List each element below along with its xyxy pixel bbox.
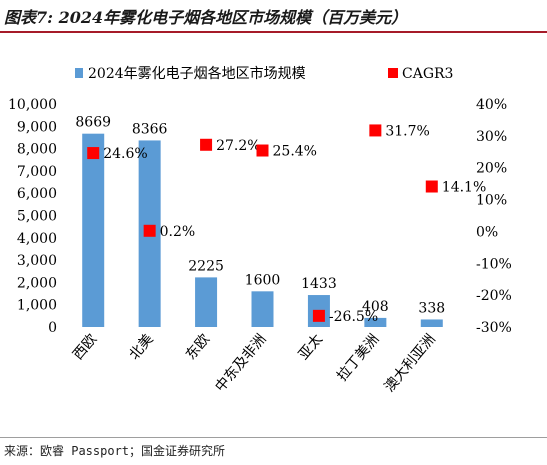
y2-tick-label: 30% (476, 129, 507, 145)
y-tick-label: 9,000 (17, 119, 57, 135)
cagr-value-label: 0.2% (160, 224, 196, 240)
bar (195, 277, 218, 327)
bar (251, 291, 274, 327)
x-tick-label: 拉丁美洲 (334, 331, 382, 384)
cagr-marker (369, 124, 382, 137)
legend-swatch-bars (75, 68, 83, 78)
cagr-value-label: 24.6% (103, 146, 147, 162)
y-tick-label: 7,000 (17, 164, 57, 180)
bar-value-label: 338 (418, 300, 445, 316)
x-tick-label: 东欧 (183, 331, 213, 363)
source-note: 来源：欧睿 Passport；国金证券研究所 (4, 444, 226, 458)
chart: 2024年雾化电子烟各地区市场规模 CAGR3 0 1,000 2,000 3,000 4… (8, 65, 512, 395)
cagr-value-label: 31.7% (385, 123, 429, 139)
cagr-marker (200, 138, 213, 151)
cagr-value-label: 14.1% (442, 180, 486, 196)
y-tick-label: 5,000 (17, 209, 57, 225)
y-tick-label: 10,000 (8, 97, 57, 113)
cagr-value-label: -26.5% (329, 309, 378, 325)
y2-tick-label: -10% (476, 256, 512, 272)
cagr-series: 24.6% 0.2% 27.2% 25.4% -26.5% 31.7% 14.1% (87, 123, 486, 325)
x-axis: 西欧 北美 东欧 中东及非洲 亚太 拉丁美洲 澳大利亚洲 (70, 331, 439, 395)
y-tick-label: 4,000 (17, 231, 57, 247)
legend-label-cagr: CAGR3 (402, 66, 453, 82)
chart-title: 图表7: 2024年雾化电子烟各地区市场规模（百万美元） (4, 8, 408, 27)
bar-value-label: 408 (362, 299, 389, 315)
cagr-marker (87, 147, 100, 160)
y-tick-label: 6,000 (17, 186, 57, 202)
cagr-marker (312, 309, 325, 322)
x-tick-label: 北美 (126, 331, 156, 363)
title-rule (0, 31, 547, 33)
x-tick-label: 中东及非洲 (212, 331, 269, 395)
y2-tick-label: 0% (476, 224, 498, 240)
bar (364, 317, 387, 327)
right-axis: -30% -20% -10% 0% 10% 20% 30% 40% (476, 97, 512, 336)
y2-tick-label: 20% (476, 161, 507, 177)
bar-value-label: 8366 (132, 121, 168, 137)
x-tick-label: 西欧 (70, 331, 100, 363)
y2-tick-label: 10% (476, 193, 507, 209)
legend: 2024年雾化电子烟各地区市场规模 CAGR3 (75, 65, 453, 82)
footer-rule (0, 437, 547, 438)
y2-tick-label: -30% (476, 320, 512, 336)
cagr-value-label: 27.2% (216, 138, 260, 154)
bar (420, 319, 443, 327)
x-tick-label: 澳大利亚洲 (382, 331, 439, 395)
y-tick-label: 2,000 (17, 275, 57, 291)
cagr-marker (143, 224, 156, 237)
cagr-marker (256, 144, 269, 157)
legend-swatch-cagr (388, 68, 398, 78)
bar-value-label: 1600 (245, 272, 281, 288)
bar-value-label: 8669 (75, 115, 111, 131)
y-tick-label: 3,000 (17, 253, 57, 269)
y-tick-label: 1,000 (17, 298, 57, 314)
y2-tick-label: -20% (476, 288, 512, 304)
y2-tick-label: 40% (476, 97, 507, 113)
left-axis: 0 1,000 2,000 3,000 4,000 5,000 6,000 7,000 8,00… (8, 97, 57, 336)
y-tick-label: 0 (48, 320, 57, 336)
bar-value-label: 2225 (188, 258, 224, 274)
x-tick-label: 亚太 (296, 331, 326, 363)
bar (82, 133, 105, 327)
legend-label-bars: 2024年雾化电子烟各地区市场规模 (88, 65, 306, 82)
bar-value-label: 1433 (301, 276, 337, 292)
cagr-value-label: 25.4% (273, 144, 317, 160)
y-tick-label: 8,000 (17, 142, 57, 158)
cagr-marker (425, 180, 438, 193)
